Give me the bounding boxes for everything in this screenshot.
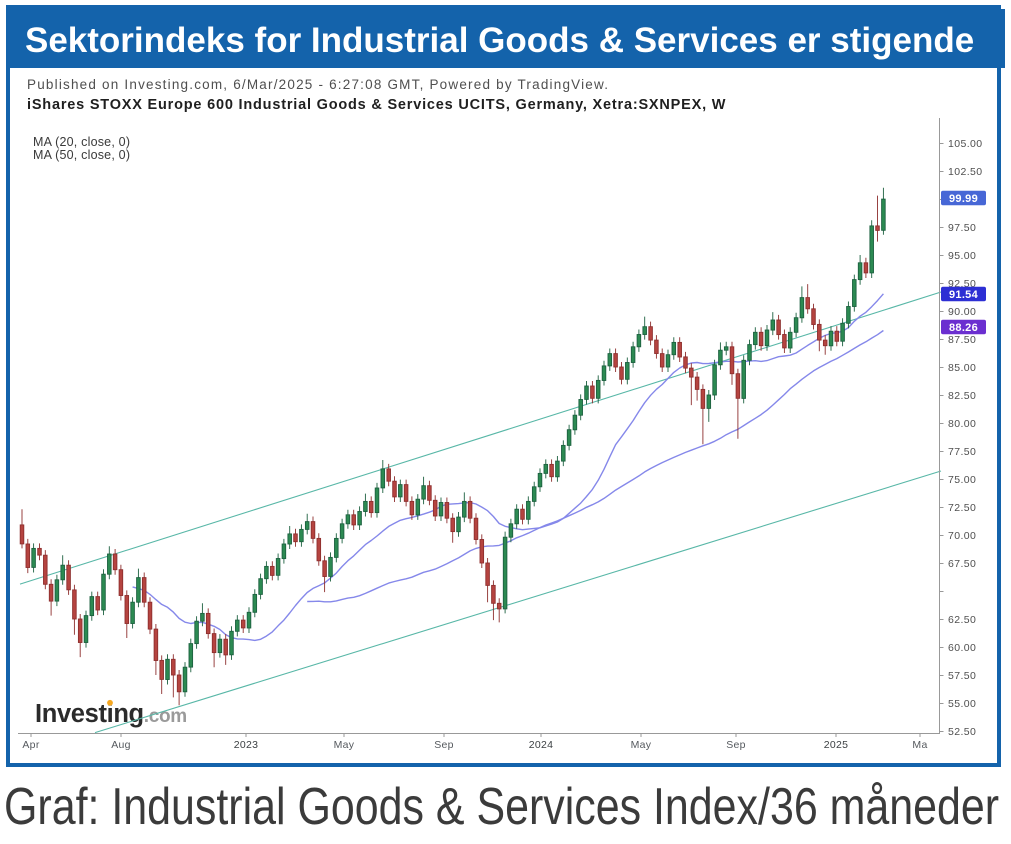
svg-text:90.00: 90.00	[948, 306, 976, 318]
svg-text:May: May	[334, 739, 355, 751]
svg-text:MA (20, close, 0): MA (20, close, 0)	[33, 135, 130, 149]
svg-text:88.26: 88.26	[949, 322, 978, 334]
svg-text:97.50: 97.50	[948, 222, 976, 234]
svg-text:72.50: 72.50	[948, 502, 976, 514]
svg-text:Apr: Apr	[22, 739, 39, 751]
svg-text:2023: 2023	[234, 739, 259, 751]
svg-text:Sep: Sep	[434, 739, 454, 751]
svg-text:Sep: Sep	[726, 739, 746, 751]
svg-text:82.50: 82.50	[948, 390, 976, 402]
svg-text:Ma: Ma	[912, 739, 927, 751]
svg-text:105.00: 105.00	[948, 138, 983, 150]
svg-text:2025: 2025	[824, 739, 849, 751]
svg-text:77.50: 77.50	[948, 446, 976, 458]
svg-text:57.50: 57.50	[948, 670, 976, 682]
svg-text:2024: 2024	[529, 739, 554, 751]
svg-text:70.00: 70.00	[948, 530, 976, 542]
svg-text:95.00: 95.00	[948, 250, 976, 262]
svg-text:55.00: 55.00	[948, 698, 976, 710]
svg-text:Aug: Aug	[111, 739, 131, 751]
svg-text:67.50: 67.50	[948, 558, 976, 570]
svg-text:80.00: 80.00	[948, 418, 976, 430]
svg-text:May: May	[631, 739, 652, 751]
svg-text:60.00: 60.00	[948, 642, 976, 654]
svg-text:MA (50, close, 0): MA (50, close, 0)	[33, 148, 130, 162]
svg-text:85.00: 85.00	[948, 362, 976, 374]
svg-text:62.50: 62.50	[948, 614, 976, 626]
svg-text:52.50: 52.50	[948, 726, 976, 738]
svg-text:91.54: 91.54	[949, 289, 979, 301]
svg-text:75.00: 75.00	[948, 474, 976, 486]
svg-text:102.50: 102.50	[948, 166, 983, 178]
svg-text:99.99: 99.99	[949, 193, 978, 205]
svg-text:87.50: 87.50	[948, 334, 976, 346]
